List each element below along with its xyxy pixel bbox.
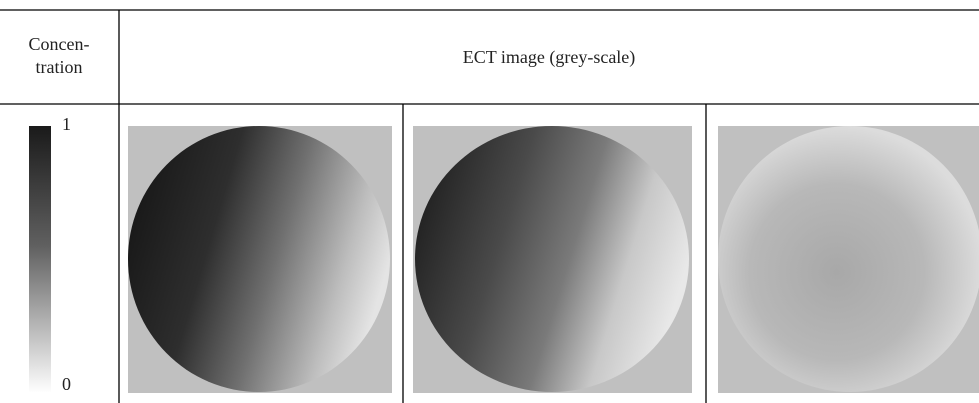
header-label: ECT image (grey-scale): [463, 47, 636, 68]
header-label: Concen-: [29, 34, 90, 54]
scale-bar: [29, 126, 51, 393]
ect-image: [718, 126, 979, 392]
ect-image: [415, 126, 689, 392]
scale-label: 1: [62, 114, 71, 134]
table: Concen- tration ECT image (grey-scale) 1…: [0, 0, 979, 403]
scale-label: 0: [62, 374, 71, 394]
header-label: tration: [36, 57, 83, 77]
ect-image: [128, 126, 390, 392]
page: Concen- tration ECT image (grey-scale) 1…: [0, 0, 979, 403]
